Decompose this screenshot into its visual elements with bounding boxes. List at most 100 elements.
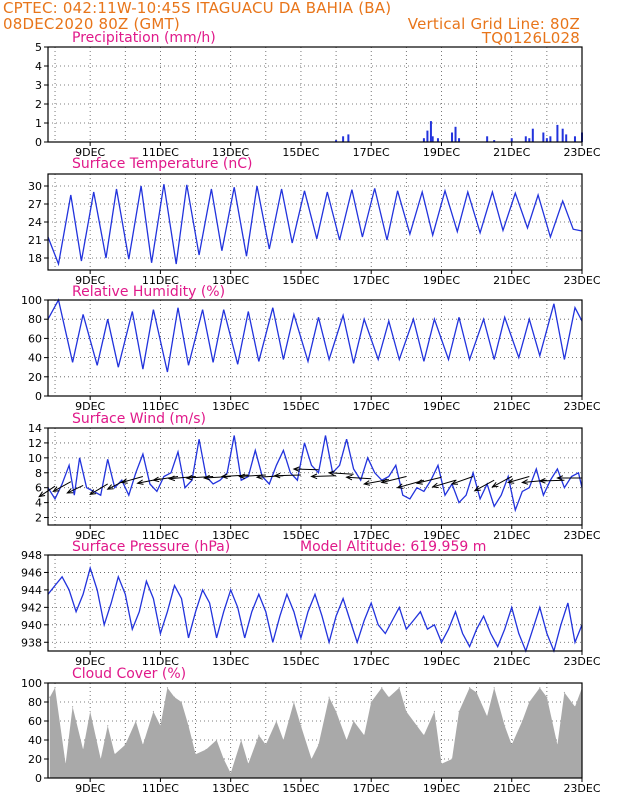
cloud-point bbox=[556, 744, 559, 746]
precip-bar bbox=[561, 128, 564, 142]
y-tick-label: 940 bbox=[21, 619, 42, 632]
cloud-point bbox=[363, 734, 365, 736]
x-tick-label: 11DEC bbox=[142, 146, 179, 159]
cloud-point bbox=[476, 691, 478, 694]
wind-arrow bbox=[311, 475, 337, 477]
wind-arrow-head bbox=[106, 484, 114, 490]
wind-arrow bbox=[492, 476, 512, 488]
panel-title: Surface Pressure (hPa) bbox=[72, 539, 230, 555]
wind-arrow-head bbox=[185, 474, 193, 481]
precip-bar bbox=[429, 121, 432, 142]
wind-arrow bbox=[153, 476, 179, 481]
wind-arrow-head bbox=[120, 478, 128, 484]
cloud-area bbox=[49, 687, 583, 778]
precip-bar bbox=[545, 138, 548, 142]
wind-arrow bbox=[38, 485, 56, 498]
wind-arrow-head bbox=[327, 470, 335, 476]
precip-bar bbox=[510, 138, 513, 142]
wind-arrow bbox=[121, 476, 143, 483]
x-tick-label: 9DEC bbox=[75, 146, 105, 159]
y-tick-label: 8 bbox=[35, 467, 42, 480]
y-tick-label: 4 bbox=[35, 497, 42, 510]
y-tick-label: 938 bbox=[21, 636, 42, 649]
panel-frame bbox=[47, 46, 583, 143]
precip-bar bbox=[454, 126, 457, 142]
x-tick-label: 19DEC bbox=[423, 529, 460, 542]
wind-arrow-head bbox=[362, 480, 371, 486]
cloud-point bbox=[49, 696, 51, 698]
cloud-point bbox=[124, 744, 126, 746]
cloud-point bbox=[493, 687, 495, 689]
wind-arrow bbox=[474, 479, 495, 492]
cloud-point bbox=[54, 687, 56, 689]
wind-arrow bbox=[221, 474, 249, 477]
precip-bar bbox=[422, 138, 425, 142]
precip-bar bbox=[556, 124, 559, 142]
panel-title: Relative Humidity (%) bbox=[72, 284, 225, 300]
x-tick-label: 17DEC bbox=[353, 146, 390, 159]
panel-frame bbox=[47, 682, 583, 779]
x-tick-label: 23DEC bbox=[563, 529, 600, 542]
cloud-point bbox=[187, 725, 190, 727]
y-tick-label: 946 bbox=[21, 566, 42, 579]
y-tick-label: 20 bbox=[28, 753, 42, 766]
cloud-point bbox=[486, 715, 488, 717]
wind-arrow-head bbox=[292, 466, 300, 472]
cloud-point bbox=[100, 758, 102, 760]
wind-arrow-head bbox=[538, 478, 546, 484]
x-tick-label: 13DEC bbox=[212, 274, 249, 287]
cloud-point bbox=[539, 687, 541, 689]
y-tick-label: 100 bbox=[21, 677, 42, 690]
x-tick-label: 15DEC bbox=[282, 655, 319, 668]
wind-arrow bbox=[274, 474, 301, 477]
wind-arrow bbox=[416, 476, 442, 484]
x-tick-label: 17DEC bbox=[353, 400, 390, 413]
cloud-point bbox=[180, 701, 183, 703]
wind-arrow-head bbox=[473, 485, 481, 492]
cloud-point bbox=[398, 687, 400, 689]
precip-bar bbox=[528, 138, 531, 142]
vertical-grid-label: Vertical Grid Line: 80Z bbox=[407, 15, 580, 33]
cloud-point bbox=[89, 710, 91, 713]
wind-arrow-head bbox=[52, 486, 60, 493]
cloud-point bbox=[528, 701, 530, 703]
x-tick-label: 13DEC bbox=[212, 655, 249, 668]
wind-arrow bbox=[381, 476, 407, 483]
x-tick-label: 9DEC bbox=[75, 655, 105, 668]
panel-4: 938 940 942 944 946 948 9DEC 11DEC 13DEC 15DEC 17D… bbox=[21, 539, 601, 668]
wind-arrow-head bbox=[380, 478, 388, 484]
panel-3: 2 4 6 8 10 12 14 9DEC 11DEC 13DEC 15DEC 17DEC 19DEC 2… bbox=[28, 411, 601, 542]
x-tick-label: 17DEC bbox=[353, 529, 390, 542]
wind-arrow-head bbox=[255, 474, 263, 480]
precip-bar bbox=[493, 140, 496, 142]
cloud-point bbox=[546, 696, 548, 698]
y-tick-label: 1 bbox=[35, 117, 42, 130]
x-tick-label: 23DEC bbox=[563, 274, 600, 287]
x-tick-label: 15DEC bbox=[282, 529, 319, 542]
x-tick-label: 23DEC bbox=[563, 146, 600, 159]
wind-arrow bbox=[67, 485, 84, 494]
cloud-point bbox=[300, 725, 302, 727]
x-tick-label: 15DEC bbox=[282, 782, 319, 795]
wind-arrow bbox=[329, 472, 354, 475]
cloud-point bbox=[405, 710, 407, 713]
x-tick-label: 21DEC bbox=[493, 529, 530, 542]
panel-title: Surface Temperature (nC) bbox=[72, 156, 253, 172]
y-tick-label: 40 bbox=[28, 352, 42, 365]
panel-title: Surface Wind (m/s) bbox=[72, 411, 206, 427]
wind-arrow-head bbox=[450, 479, 459, 485]
cloud-point bbox=[275, 720, 277, 722]
cloud-point bbox=[511, 744, 513, 746]
x-tick-label: 21DEC bbox=[493, 146, 530, 159]
x-tick-label: 9DEC bbox=[75, 782, 105, 795]
wind-arrow bbox=[346, 476, 372, 480]
wind-arrow-head bbox=[238, 473, 246, 479]
wind-arrow bbox=[432, 479, 456, 488]
cloud-point bbox=[71, 706, 74, 708]
x-tick-label: 11DEC bbox=[142, 400, 179, 413]
cloud-point bbox=[64, 763, 67, 765]
x-tick-label: 19DEC bbox=[423, 274, 460, 287]
cloud-point bbox=[159, 725, 162, 727]
x-tick-label: 9DEC bbox=[75, 400, 105, 413]
x-tick-label: 17DEC bbox=[353, 782, 390, 795]
